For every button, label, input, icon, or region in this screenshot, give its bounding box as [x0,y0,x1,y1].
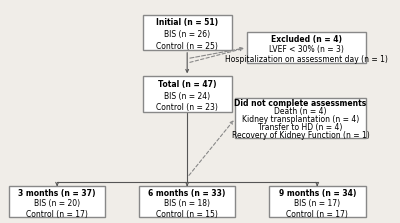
Text: Total (n = 47): Total (n = 47) [158,80,216,89]
Text: Transfer to HD (n = 4): Transfer to HD (n = 4) [258,123,343,132]
Text: 3 months (n = 37): 3 months (n = 37) [18,189,96,198]
Text: Control (n = 25): Control (n = 25) [156,42,218,51]
Text: Did not complete assessments: Did not complete assessments [234,99,367,108]
Text: Kidney transplantation (n = 4): Kidney transplantation (n = 4) [242,115,359,124]
FancyBboxPatch shape [142,76,232,112]
Text: BIS (n = 26): BIS (n = 26) [164,30,210,39]
FancyBboxPatch shape [269,186,366,217]
Text: Control (n = 23): Control (n = 23) [156,103,218,112]
Text: BIS (n = 20): BIS (n = 20) [34,199,80,208]
Text: Recovery of Kidney Function (n = 1): Recovery of Kidney Function (n = 1) [232,131,369,140]
Text: BIS (n = 18): BIS (n = 18) [164,199,210,208]
Text: Death (n = 4): Death (n = 4) [274,107,327,116]
Text: Excluded (n = 4): Excluded (n = 4) [270,35,342,44]
FancyBboxPatch shape [139,186,236,217]
FancyBboxPatch shape [142,14,232,50]
Text: Control (n = 15): Control (n = 15) [156,210,218,219]
Text: LVEF < 30% (n = 3): LVEF < 30% (n = 3) [269,45,344,54]
FancyBboxPatch shape [9,186,106,217]
Text: BIS (n = 17): BIS (n = 17) [294,199,340,208]
Text: Initial (n = 51): Initial (n = 51) [156,18,218,27]
Text: Control (n = 17): Control (n = 17) [26,210,88,219]
Text: Hospitalization on assessment day (n = 1): Hospitalization on assessment day (n = 1… [225,56,388,64]
FancyBboxPatch shape [247,32,366,63]
Text: 6 months (n = 33): 6 months (n = 33) [148,189,226,198]
Text: Control (n = 17): Control (n = 17) [286,210,348,219]
Text: BIS (n = 24): BIS (n = 24) [164,92,210,101]
Text: 9 months (n = 34): 9 months (n = 34) [278,189,356,198]
FancyBboxPatch shape [236,98,366,138]
